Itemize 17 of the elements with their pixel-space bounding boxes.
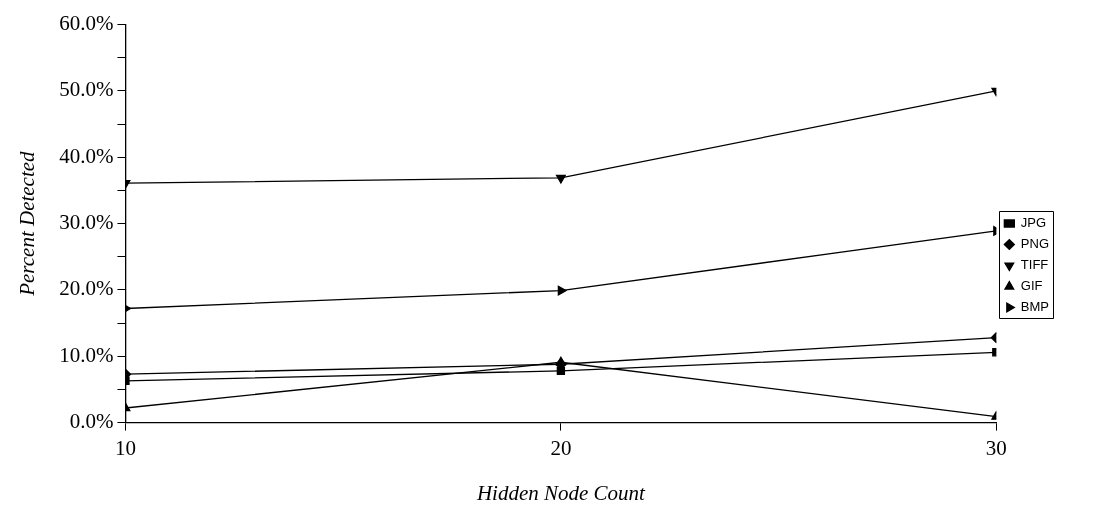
x-tick-label: 30 <box>985 435 1007 460</box>
y-tick-label: 0.0% <box>69 409 114 434</box>
y-tick-label: 10.0% <box>59 342 114 367</box>
legend-label: TIFF <box>1020 257 1049 273</box>
legend-label: BMP <box>1020 299 1049 315</box>
x-tick-label: 10 <box>114 435 136 460</box>
y-tick-label: 20.0% <box>59 276 114 301</box>
y-axis-title: Percent Detected <box>15 150 40 297</box>
y-tick-label: 60.0% <box>59 11 114 36</box>
y-tick-label: 40.0% <box>59 143 114 168</box>
legend-label: PNG <box>1020 236 1049 252</box>
y-tick-label: 50.0% <box>59 77 114 102</box>
legend-label: GIF <box>1020 278 1043 294</box>
legend-label: JPG <box>1020 215 1047 231</box>
y-tick-label: 30.0% <box>59 210 114 235</box>
x-axis-title: Hidden Node Count <box>475 480 647 505</box>
x-tick-label: 20 <box>550 435 572 460</box>
